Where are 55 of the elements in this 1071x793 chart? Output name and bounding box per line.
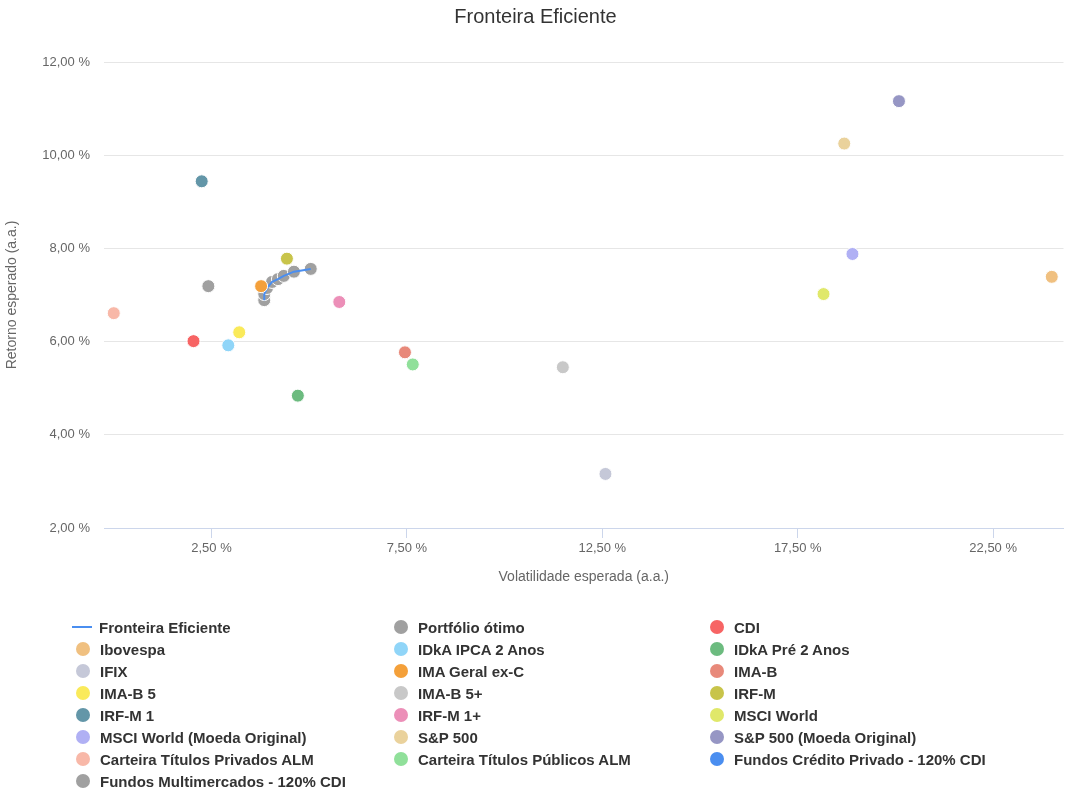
point <box>397 345 412 360</box>
point <box>194 174 209 189</box>
legend-label: IFIX <box>100 662 128 680</box>
legend-label: Fronteira Eficiente <box>99 618 231 636</box>
legend-label: IMA-B 5 <box>100 684 156 702</box>
point <box>837 136 852 151</box>
legend-label: Carteira Títulos Públicos ALM <box>418 750 631 768</box>
point <box>332 294 347 309</box>
legend-label: IMA Geral ex-C <box>418 662 525 680</box>
point <box>1044 269 1059 284</box>
x-tick-label: 7,50 % <box>386 540 428 556</box>
y-axis-title: Retorno esperado (a.a.) <box>3 220 20 370</box>
legend-label: IDkA Pré 2 Anos <box>734 640 850 658</box>
legend-label: IMA-B 5+ <box>418 684 483 702</box>
y-tick-label: 4,00 % <box>49 426 91 442</box>
point <box>405 357 420 372</box>
legend-label: Fundos Crédito Privado - 120% CDI <box>734 750 986 768</box>
legend-label: MSCI World (Moeda Original) <box>100 728 307 746</box>
y-tick-label: 12,00 % <box>42 53 91 69</box>
legend-label: S&P 500 <box>418 728 478 746</box>
legend-label: IDkA IPCA 2 Anos <box>418 640 545 658</box>
legend-label: Ibovespa <box>100 640 166 658</box>
point <box>232 325 247 340</box>
legend-label: IRF-M <box>734 684 776 702</box>
point <box>845 246 860 261</box>
point <box>221 338 236 353</box>
point <box>816 287 831 302</box>
legend-label: Portfólio ótimo <box>418 618 525 636</box>
y-tick-label: 8,00 % <box>49 239 91 255</box>
legend-label: S&P 500 (Moeda Original) <box>734 728 917 746</box>
x-tick-label: 17,50 % <box>773 540 823 556</box>
x-tick-label: 22,50 % <box>969 540 1018 556</box>
point <box>891 94 906 109</box>
legend-label: MSCI World <box>734 706 818 724</box>
legend-label: Fundos Multimercados - 120% CDI <box>100 772 346 790</box>
point <box>290 388 305 403</box>
point <box>279 251 294 266</box>
point <box>201 279 216 294</box>
y-tick-label: 2,00 % <box>49 519 91 535</box>
legend-label: IRF-M 1 <box>100 706 155 724</box>
legend-label: CDI <box>734 618 760 636</box>
chart-title: Fronteira Eficiente <box>454 4 617 27</box>
point <box>186 334 201 349</box>
y-tick-label: 10,00 % <box>42 146 91 162</box>
x-tick-label: 12,50 % <box>578 540 627 556</box>
point <box>598 466 613 481</box>
y-tick-label: 6,00 % <box>49 333 91 349</box>
legend-label: Carteira Títulos Privados ALM <box>100 750 314 768</box>
x-tick-label: 2,50 % <box>191 540 233 556</box>
x-axis-title: Volatilidade esperada (a.a.) <box>498 568 669 585</box>
point <box>555 360 570 375</box>
legend-label: IRF-M 1+ <box>418 706 481 724</box>
point <box>106 306 121 321</box>
point <box>254 279 269 294</box>
legend-label: IMA-B <box>734 662 778 680</box>
